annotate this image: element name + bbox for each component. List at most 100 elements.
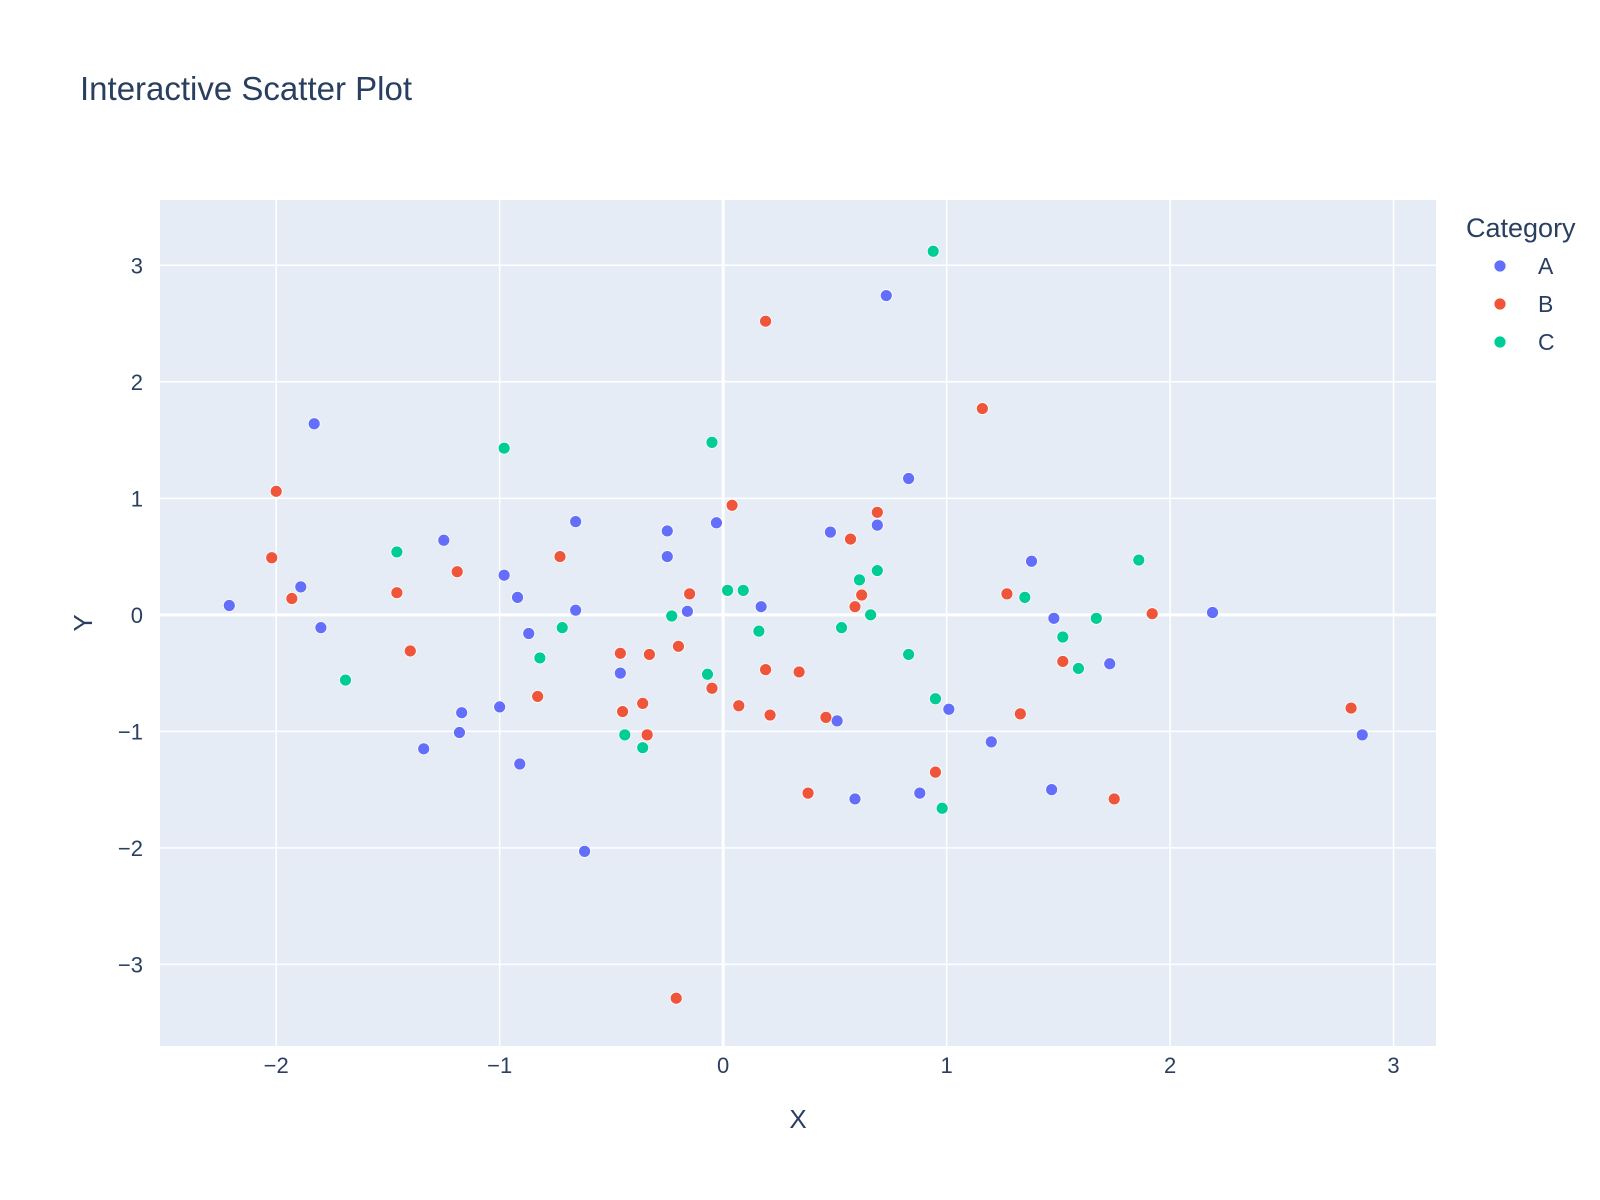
data-point[interactable] [1132,553,1146,567]
data-point[interactable] [736,583,750,597]
data-point[interactable] [1344,701,1358,715]
data-point[interactable] [493,700,507,714]
data-point[interactable] [830,714,844,728]
data-point[interactable] [578,844,591,858]
data-point[interactable] [1025,554,1038,568]
data-point[interactable] [935,801,949,815]
data-point[interactable] [870,518,884,532]
data-point[interactable] [819,710,833,724]
data-point[interactable] [453,726,466,739]
data-point[interactable] [975,402,989,415]
data-point[interactable] [672,639,685,653]
data-point[interactable] [835,621,848,635]
data-point[interactable] [721,583,735,597]
data-point[interactable] [725,498,739,512]
data-point[interactable] [902,648,916,661]
data-point[interactable] [531,690,545,703]
data-point[interactable] [640,728,654,742]
data-point[interactable] [864,608,878,622]
data-point[interactable] [307,417,321,431]
data-point[interactable] [710,516,723,530]
data-point[interactable] [437,533,451,547]
data-point[interactable] [824,525,837,539]
data-point[interactable] [929,765,942,779]
data-point[interactable] [555,621,569,635]
data-point[interactable] [855,588,869,602]
data-point[interactable] [314,621,328,635]
data-point[interactable] [390,545,404,559]
data-point[interactable] [984,735,998,749]
data-point[interactable] [265,551,279,565]
data-point[interactable] [660,524,674,538]
legend-item-C[interactable]: C [1493,329,1555,355]
data-point[interactable] [339,673,352,687]
data-point[interactable] [792,665,806,679]
data-point[interactable] [569,515,583,529]
data-point[interactable] [683,587,697,601]
data-point[interactable] [763,708,777,722]
legend-item-A[interactable]: A [1493,253,1554,279]
data-point[interactable] [222,599,236,612]
data-point[interactable] [870,505,884,519]
data-point[interactable] [848,792,862,806]
data-point[interactable] [553,550,567,563]
data-point[interactable] [636,741,650,755]
data-point[interactable] [705,435,719,449]
data-point[interactable] [616,705,629,718]
data-point[interactable] [1018,590,1032,604]
data-point[interactable] [942,702,956,716]
data-point[interactable] [1089,611,1103,625]
data-point[interactable] [1045,783,1059,797]
legend-item-B[interactable]: B [1493,291,1553,317]
data-point[interactable] [1072,662,1085,675]
data-point[interactable] [613,666,627,680]
data-point[interactable] [455,706,469,720]
data-point[interactable] [285,592,299,605]
data-point[interactable] [701,667,714,681]
data-point[interactable] [1355,728,1369,742]
data-point[interactable] [533,651,547,665]
data-point[interactable] [417,742,431,756]
data-point[interactable] [390,586,404,600]
data-point[interactable] [642,648,656,661]
data-point[interactable] [853,573,866,587]
data-point[interactable] [1013,707,1027,721]
data-point[interactable] [754,600,768,614]
data-point[interactable] [879,289,893,302]
data-point[interactable] [618,728,632,742]
data-point[interactable] [497,441,511,455]
data-point[interactable] [1056,630,1070,644]
data-point[interactable] [1000,587,1014,601]
data-point[interactable] [801,786,815,800]
data-point[interactable] [636,697,650,710]
data-point[interactable] [669,991,683,1005]
data-point[interactable] [450,565,464,579]
data-point[interactable] [1056,655,1070,668]
data-point[interactable] [569,603,583,617]
data-point[interactable] [513,757,527,771]
data-point[interactable] [613,646,627,660]
data-point[interactable] [1103,657,1117,671]
data-point[interactable] [1206,606,1219,619]
data-point[interactable] [665,609,679,623]
data-point[interactable] [759,314,772,328]
data-point[interactable] [902,472,916,485]
data-point[interactable] [926,244,940,258]
data-point[interactable] [1047,611,1061,625]
data-point[interactable] [732,699,746,713]
data-point[interactable] [680,604,694,618]
data-point[interactable] [929,692,942,706]
data-point[interactable] [497,568,511,582]
data-point[interactable] [294,580,308,594]
data-point[interactable] [403,644,417,658]
data-point[interactable] [660,550,674,563]
data-point[interactable] [870,564,884,577]
data-point[interactable] [752,624,766,638]
data-point[interactable] [269,484,283,498]
data-point[interactable] [1145,607,1159,621]
data-point[interactable] [759,663,772,677]
data-point[interactable] [844,532,857,546]
data-point[interactable] [522,627,536,640]
data-point[interactable] [913,786,927,800]
data-point[interactable] [705,681,719,695]
